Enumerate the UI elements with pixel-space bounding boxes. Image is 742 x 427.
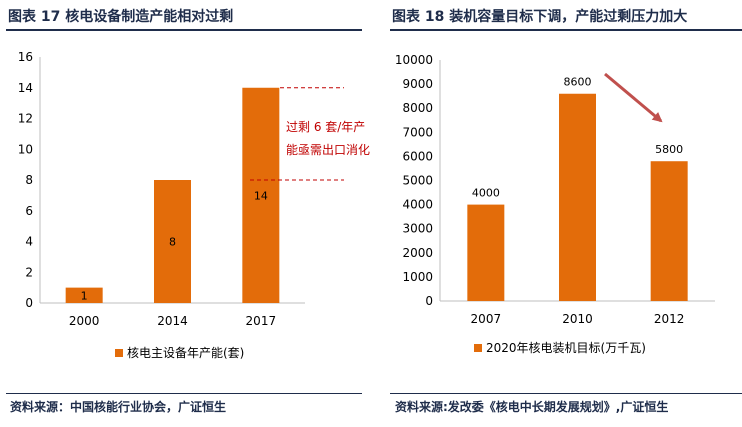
right-title-rule xyxy=(390,29,742,31)
right-figure-title: 图表 18 装机容量目标下调，产能过剩压力加大 xyxy=(392,9,688,25)
left-bar-2014 xyxy=(154,180,191,303)
right-y-tick-label: 5000 xyxy=(402,174,433,188)
right-y-tick-label: 3000 xyxy=(402,222,433,236)
left-y-tick-label: 10 xyxy=(18,142,33,156)
left-x-label-2014: 2014 xyxy=(157,314,188,328)
left-legend: 核电主设备年产能(套) xyxy=(115,346,244,360)
right-y-tick-label: 7000 xyxy=(402,125,433,139)
left-figure-title: 图表 17 核电设备制造产能相对过剩 xyxy=(8,9,234,25)
right-y-tick-label: 9000 xyxy=(402,77,433,91)
left-bar-2017 xyxy=(242,87,280,303)
right-data-label-2007: 4000 xyxy=(472,187,500,200)
right-bar-chart: 0 1000 2000 3000 4000 5000 6000 7000 8000 9000 100… xyxy=(395,53,715,355)
left-data-label-2017: 14 xyxy=(254,189,268,202)
right-source-rule xyxy=(390,393,742,394)
left-y-tick-label: 0 xyxy=(25,296,33,310)
right-y-tick-label: 0 xyxy=(425,294,433,308)
left-x-label-2000: 2000 xyxy=(69,314,100,328)
right-bar-2010 xyxy=(559,93,596,302)
left-y-tick-label: 8 xyxy=(25,173,33,187)
right-bar-2007 xyxy=(467,204,505,301)
right-bar-2012 xyxy=(650,161,688,301)
right-y-tick-label: 6000 xyxy=(402,149,433,163)
right-x-label-2007: 2007 xyxy=(471,312,502,326)
left-bars xyxy=(65,87,280,303)
right-source-note: 资料来源:发改委《核电中长期发展规划》,广证恒生 xyxy=(395,400,669,414)
left-legend-label: 核电主设备年产能(套) xyxy=(127,346,244,360)
right-y-tick-label: 8000 xyxy=(402,101,433,115)
right-y-tick-label: 4000 xyxy=(402,198,433,212)
right-y-tick-label: 2000 xyxy=(402,246,433,260)
right-y-axis-ticks: 0 1000 2000 3000 4000 5000 6000 7000 8000 9000 100… xyxy=(395,53,433,308)
right-data-label-2012: 5800 xyxy=(655,143,683,156)
left-y-axis-ticks: 0 2 4 6 8 10 12 14 16 xyxy=(18,50,33,310)
left-y-tick-label: 16 xyxy=(18,50,33,64)
left-y-tick-label: 14 xyxy=(18,81,33,95)
right-data-label-2010: 8600 xyxy=(564,76,592,89)
left-y-tick-label: 6 xyxy=(25,204,33,218)
right-bars xyxy=(467,93,688,302)
right-legend-swatch xyxy=(474,344,482,352)
left-source-rule xyxy=(6,393,362,394)
left-data-label-2000: 1 xyxy=(81,289,88,302)
right-data-labels: 4000 8600 5800 xyxy=(472,76,683,200)
left-y-tick-label: 2 xyxy=(25,265,33,279)
overcapacity-annotation-line2: 能亟需出口消化 xyxy=(286,143,370,157)
left-title-rule xyxy=(6,29,362,31)
overcapacity-annotation-line1: 过剩 6 套/年产 xyxy=(286,120,365,134)
right-y-tick-label: 10000 xyxy=(395,53,433,67)
right-y-tick-label: 1000 xyxy=(402,270,433,284)
left-x-axis-labels: 2000 2014 2017 xyxy=(69,314,276,328)
left-source-note: 资料来源：中国核能行业协会，广证恒生 xyxy=(10,400,227,414)
left-bar-2000 xyxy=(65,287,103,303)
right-legend-label: 2020年核电装机目标(万千瓦) xyxy=(486,341,646,355)
right-x-label-2012: 2012 xyxy=(654,312,685,326)
left-y-tick-label: 12 xyxy=(18,112,33,126)
left-data-label-2014: 8 xyxy=(169,236,176,249)
right-x-label-2010: 2010 xyxy=(562,312,593,326)
right-x-axis-labels: 2007 2010 2012 xyxy=(471,312,685,326)
downward-trend-arrow xyxy=(604,72,663,123)
left-y-tick-label: 4 xyxy=(25,235,33,249)
left-x-label-2017: 2017 xyxy=(246,314,277,328)
right-legend: 2020年核电装机目标(万千瓦) xyxy=(474,341,646,355)
left-legend-swatch xyxy=(115,349,123,357)
